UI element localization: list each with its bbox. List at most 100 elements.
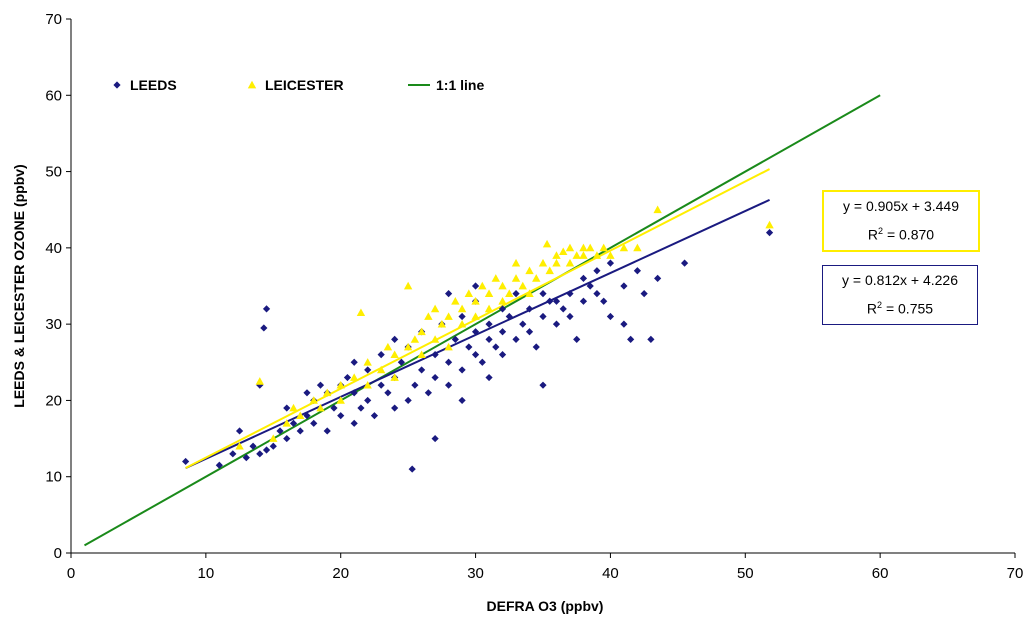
legend-marker	[247, 80, 257, 89]
x-tick-label: 40	[602, 565, 619, 582]
legend-marker	[113, 81, 121, 89]
leeds-point	[579, 297, 588, 305]
leicester-point	[444, 312, 453, 320]
leeds-point	[471, 351, 480, 359]
leeds-point	[418, 366, 426, 374]
leeds-trendline	[185, 198, 770, 470]
leeds-point	[492, 343, 500, 351]
leicester-point	[498, 297, 507, 305]
leeds-point	[445, 381, 453, 389]
leeds-point	[559, 305, 567, 313]
leeds-point	[215, 461, 223, 469]
leeds-point	[620, 320, 628, 328]
leeds-point	[478, 358, 486, 366]
chart-lines	[83, 94, 881, 547]
x-tick-label: 20	[332, 565, 349, 582]
leicester-point	[390, 373, 399, 381]
leeds-point	[498, 351, 507, 359]
leeds-point	[384, 389, 392, 397]
leicester-r-squared: R2 = 0.870	[867, 226, 935, 243]
leeds-point	[269, 442, 277, 450]
x-tick-label: 50	[737, 565, 754, 582]
leicester-point	[336, 380, 345, 389]
leicester-point	[363, 380, 372, 389]
y-tick-label: 0	[54, 545, 62, 562]
leeds-point	[283, 434, 291, 443]
leeds-point	[337, 412, 345, 420]
leicester-point	[336, 396, 345, 404]
leicester-point	[491, 274, 500, 282]
leicester-point	[552, 251, 561, 259]
leicester-point	[410, 335, 420, 343]
leeds-point	[593, 267, 601, 275]
leicester-point	[309, 396, 318, 404]
leeds-point	[350, 419, 358, 427]
y-tick-label: 50	[45, 164, 62, 181]
leicester-point	[579, 251, 588, 259]
y-tick-label: 10	[45, 469, 62, 486]
leeds-point	[182, 457, 190, 466]
x-tick-label: 30	[467, 565, 484, 582]
leeds-point	[573, 335, 581, 343]
leeds-point	[229, 450, 237, 458]
leeds-point	[485, 373, 493, 382]
leicester-point	[437, 319, 447, 328]
leicester-point	[606, 251, 615, 259]
leeds-point	[330, 404, 338, 412]
leeds-point	[579, 274, 588, 282]
leeds-point	[350, 358, 358, 366]
leeds-point	[512, 290, 520, 298]
leeds-point	[310, 419, 318, 427]
leeds-point	[566, 312, 574, 321]
data-points	[182, 205, 774, 473]
leicester-point	[430, 304, 440, 313]
leicester-point	[511, 274, 521, 282]
leeds-point	[364, 366, 372, 374]
x-tick-label: 60	[872, 565, 889, 582]
leicester-point	[255, 377, 264, 385]
leeds-point	[633, 267, 641, 275]
leeds-point	[627, 335, 635, 343]
leicester-point	[451, 297, 460, 305]
leeds-point	[532, 343, 540, 351]
leeds-point	[262, 446, 271, 454]
leeds-point	[539, 290, 547, 298]
leeds-point	[498, 328, 507, 336]
leicester-point	[633, 243, 642, 252]
leeds-point	[546, 297, 554, 305]
leeds-r-squared: R2 = 0.755	[866, 300, 934, 317]
chart-axes	[70, 19, 1015, 554]
leicester-point	[289, 403, 298, 412]
leeds-point	[235, 427, 244, 435]
leeds-point	[377, 381, 385, 389]
leeds-point	[525, 328, 534, 336]
y-tick-label: 30	[45, 316, 62, 333]
leicester-point	[417, 327, 426, 336]
leeds-point	[606, 259, 615, 267]
leeds-point	[424, 389, 432, 397]
y-tick-label: 70	[45, 11, 62, 28]
x-tick-label: 70	[1007, 565, 1024, 582]
leeds-point	[458, 366, 466, 374]
leeds-point	[471, 328, 480, 336]
leicester-point	[323, 388, 332, 397]
leeds-point	[303, 389, 311, 397]
leicester-point	[471, 297, 480, 305]
legend-label: LEICESTER	[265, 77, 344, 93]
leicester-point	[572, 251, 581, 259]
leeds-point	[316, 381, 325, 389]
leeds-point	[552, 297, 561, 305]
one-to-one-line	[83, 94, 881, 547]
leicester-point	[532, 274, 541, 282]
leeds-point	[539, 312, 547, 321]
leicester-point	[403, 342, 413, 351]
leicester-point	[269, 434, 278, 442]
leicester-point	[478, 281, 487, 290]
leeds-point	[391, 404, 399, 412]
leicester-point	[296, 411, 305, 420]
leeds-equation: y = 0.812x + 4.226	[842, 272, 958, 288]
leicester-point	[586, 243, 595, 252]
leeds-point	[276, 427, 284, 435]
leeds-point	[343, 373, 352, 382]
